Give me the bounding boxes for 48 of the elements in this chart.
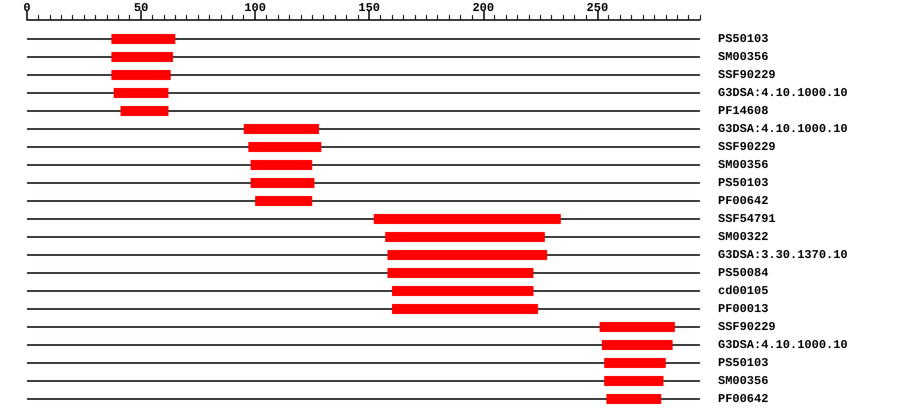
y-tick-label: SSF54791 bbox=[718, 212, 776, 226]
bar bbox=[387, 268, 534, 278]
bar bbox=[606, 394, 662, 404]
bar bbox=[248, 142, 322, 152]
bar bbox=[387, 250, 548, 260]
bar bbox=[600, 322, 675, 332]
y-tick-label: G3DSA:4.10.1000.10 bbox=[718, 86, 848, 100]
y-tick-label: SM00356 bbox=[718, 374, 768, 388]
bar bbox=[392, 286, 534, 296]
y-tick-label: SSF90229 bbox=[718, 320, 776, 334]
y-tick-label: SSF90229 bbox=[718, 68, 776, 82]
bar bbox=[255, 196, 312, 206]
x-tick-label: 150 bbox=[358, 1, 380, 15]
y-tick-label: SM00356 bbox=[718, 158, 768, 172]
bar bbox=[244, 124, 320, 134]
y-tick-label: G3DSA:4.10.1000.10 bbox=[718, 338, 848, 352]
y-tick-label: cd00105 bbox=[718, 284, 768, 298]
x-tick-label: 200 bbox=[472, 1, 494, 15]
bar bbox=[604, 376, 664, 386]
y-tick-label: PS50084 bbox=[718, 266, 768, 280]
bar bbox=[114, 88, 168, 98]
bar bbox=[602, 340, 673, 350]
bar bbox=[604, 358, 666, 368]
y-tick-label: G3DSA:4.10.1000.10 bbox=[718, 122, 848, 136]
y-tick-label: PF00642 bbox=[718, 392, 768, 406]
x-tick-label: 0 bbox=[23, 1, 31, 15]
y-tick-label: SSF90229 bbox=[718, 140, 776, 154]
bar bbox=[250, 178, 314, 188]
bar bbox=[111, 52, 174, 62]
x-tick-label: 50 bbox=[134, 1, 148, 15]
y-tick-label: PS50103 bbox=[718, 356, 768, 370]
bar bbox=[385, 232, 545, 242]
y-tick-label: PS50103 bbox=[718, 176, 768, 190]
bar bbox=[250, 160, 312, 170]
bar bbox=[374, 214, 561, 224]
y-tick-label: PF14608 bbox=[718, 104, 768, 118]
bar bbox=[392, 304, 538, 314]
x-tick-label: 250 bbox=[586, 1, 608, 15]
bar bbox=[120, 106, 168, 116]
y-tick-label: PS50103 bbox=[718, 32, 768, 46]
y-tick-label: PF00642 bbox=[718, 194, 768, 208]
y-tick-label: PF00013 bbox=[718, 302, 768, 316]
y-tick-label: SM00356 bbox=[718, 50, 768, 64]
y-tick-label: SM00322 bbox=[718, 230, 768, 244]
y-tick-label: G3DSA:3.30.1370.10 bbox=[718, 248, 848, 262]
bar bbox=[111, 70, 171, 80]
x-tick-label: 100 bbox=[244, 1, 266, 15]
bar bbox=[111, 34, 176, 44]
